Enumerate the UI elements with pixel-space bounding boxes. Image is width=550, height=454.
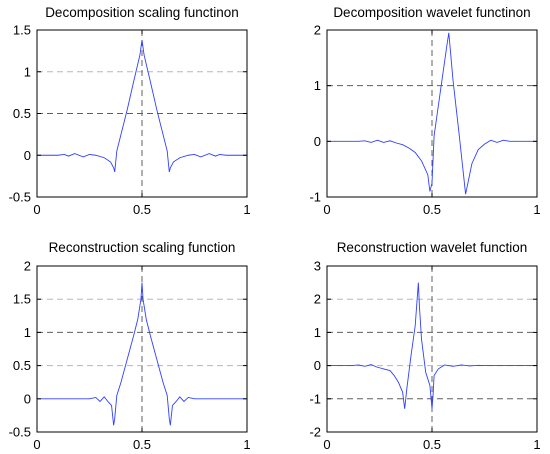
y-tick-label: 0 xyxy=(24,148,31,163)
y-tick-label: -1 xyxy=(309,190,321,205)
y-tick-label: 2 xyxy=(314,292,321,307)
y-tick-label: 0 xyxy=(24,391,31,406)
x-tick-label: 1 xyxy=(533,202,540,217)
panel-3: Reconstruction scaling function 0 0.5 1 -0.… xyxy=(9,240,251,452)
series-line xyxy=(37,39,247,173)
x-tick-label: 0 xyxy=(33,437,40,452)
y-tick-label: 1 xyxy=(24,325,31,340)
y-tick-label: 0 xyxy=(314,134,321,149)
y-tick-label: 1.5 xyxy=(13,292,31,307)
x-tick-label: 0.5 xyxy=(133,202,151,217)
panel-2-title: Decomposition wavelet functinon xyxy=(333,5,530,20)
x-tick-label: 0.5 xyxy=(133,437,151,452)
x-tick-label: 1 xyxy=(243,437,250,452)
y-tick-label: 1.5 xyxy=(13,23,31,38)
panel-1-title: Decomposition scaling functinon xyxy=(45,5,239,20)
x-tick-label: 0 xyxy=(33,202,40,217)
y-tick-label: -0.5 xyxy=(9,190,31,205)
panel-3-plot: 0 0.5 1-0.500.511.52 xyxy=(9,259,251,453)
y-tick-label: -2 xyxy=(309,425,321,440)
y-tick-label: 3 xyxy=(314,259,321,274)
x-tick-label: 0.5 xyxy=(423,202,441,217)
panel-4-title: Reconstruction wavelet function xyxy=(337,240,528,255)
panel-3-title: Reconstruction scaling function xyxy=(49,240,236,255)
y-tick-label: 0 xyxy=(314,358,321,373)
x-tick-label: 1 xyxy=(533,437,540,452)
x-tick-label: 0 xyxy=(323,202,330,217)
panel-2: Decomposition wavelet functinon 0 0.5 1-10… xyxy=(309,5,540,217)
x-tick-label: 1 xyxy=(243,202,250,217)
panel-4-plot: 0 0.5 1 -2 -1 0 1 2 3 xyxy=(309,259,540,453)
panel-1: Decomposition scaling functinon 0 0.5 1 -0.… xyxy=(9,5,251,217)
series-line xyxy=(327,32,537,195)
x-tick-label: 0 xyxy=(323,437,330,452)
y-tick-label: 1 xyxy=(314,325,321,340)
y-tick-label: 1 xyxy=(314,78,321,93)
y-tick-label: 2 xyxy=(314,23,321,38)
series-line xyxy=(37,282,247,426)
panel-4: Reconstruction wavelet function 0 0.5 1 -2 -… xyxy=(309,240,540,452)
y-tick-label: 0.5 xyxy=(13,106,31,121)
y-tick-label: -0.5 xyxy=(9,425,31,440)
y-tick-label: -1 xyxy=(309,391,321,406)
x-tick-label: 0.5 xyxy=(423,437,441,452)
y-tick-label: 1 xyxy=(24,64,31,79)
series-line xyxy=(327,282,537,409)
panel-1-plot: 0 0.5 1-0.500.511.5 xyxy=(9,23,251,218)
y-tick-label: 0.5 xyxy=(13,358,31,373)
y-tick-label: 2 xyxy=(24,259,31,274)
